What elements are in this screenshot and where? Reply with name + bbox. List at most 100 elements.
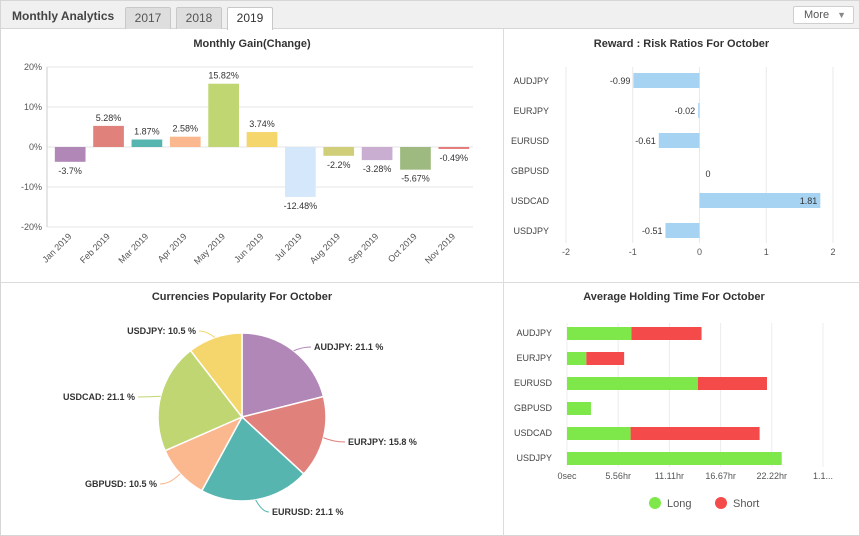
more-button-label: More	[804, 9, 830, 21]
tab-2018[interactable]: 2018	[176, 7, 222, 29]
horizontal-divider	[1, 282, 859, 283]
rr-data-label: -0.02	[675, 106, 696, 116]
pie-connector	[293, 346, 312, 352]
tab-2017[interactable]: 2017	[125, 7, 171, 29]
gain-xtick-label: Jan 2019	[40, 231, 73, 264]
rr-xtick-label: 2	[830, 247, 835, 257]
gain-bar	[54, 147, 86, 162]
gain-data-label: 1.87%	[134, 127, 160, 137]
rr-xtick-label: -1	[629, 247, 637, 257]
rr-data-label: -0.51	[642, 226, 663, 236]
rr-category-label: GBPUSD	[511, 166, 550, 176]
gain-bar	[323, 147, 355, 156]
gain-bar	[400, 147, 431, 170]
legend-long-dot[interactable]	[649, 497, 661, 509]
hold-long-bar	[567, 402, 591, 415]
gain-xtick-label: Jun 2019	[232, 231, 265, 264]
legend-short-dot[interactable]	[715, 497, 727, 509]
gain-bar	[131, 139, 163, 147]
rr-data-label: 1.81	[800, 196, 818, 206]
gain-bar	[93, 125, 124, 147]
gain-data-label: -12.48%	[284, 201, 318, 211]
pie-slice-label: AUDJPY: 21.1 %	[314, 342, 383, 352]
gain-data-label: -3.28%	[363, 164, 392, 174]
rr-data-label: -0.99	[610, 76, 631, 86]
rr-data-label: -0.61	[635, 136, 656, 146]
gain-bar	[361, 147, 393, 161]
monthly-gain-title: Monthly Gain(Change)	[193, 38, 311, 50]
gain-xtick-label: Nov 2019	[423, 231, 457, 265]
hold-category-label: USDJPY	[516, 453, 552, 463]
gain-ytick-label: -20%	[21, 222, 42, 232]
gain-ytick-label: 0%	[29, 142, 42, 152]
widget-title: Monthly Analytics	[12, 9, 115, 23]
hold-long-bar	[567, 427, 631, 440]
gain-data-label: 15.82%	[208, 71, 239, 81]
pie-slice	[200, 415, 305, 502]
hold-long-bar	[567, 377, 698, 390]
hold-category-label: GBPUSD	[514, 403, 553, 413]
tab-2019[interactable]: 2019	[227, 7, 273, 30]
hold-long-bar	[567, 327, 632, 340]
gain-ytick-label: -10%	[21, 182, 42, 192]
hold-category-label: EURUSD	[514, 378, 553, 388]
hold-long-bar	[567, 452, 782, 465]
hold-category-label: AUDJPY	[516, 328, 552, 338]
rr-category-label: AUDJPY	[513, 76, 549, 86]
rr-xtick-label: -2	[562, 247, 570, 257]
legend-short-label[interactable]: Short	[733, 498, 760, 510]
gain-xtick-label: Mar 2019	[116, 231, 150, 265]
gain-bar	[246, 132, 278, 147]
legend-long-label[interactable]: Long	[667, 498, 692, 510]
gain-data-label: -2.2%	[327, 160, 351, 170]
pie-connector	[255, 499, 270, 513]
hold-xtick-label: 1.1...	[813, 471, 833, 481]
hold-short-bar	[630, 427, 760, 440]
rr-bar	[698, 103, 700, 118]
hold-xtick-label: 0sec	[557, 471, 577, 481]
pie-slice	[157, 349, 244, 452]
rr-bar	[665, 223, 700, 238]
header-bar: Monthly Analytics 2017 2018 2019 More ▼	[1, 1, 859, 30]
hold-short-bar	[697, 377, 767, 390]
hold-xtick-label: 5.56hr	[605, 471, 631, 481]
pie-slice	[240, 395, 327, 476]
hold-short-bar	[631, 327, 702, 340]
rr-data-label: 0	[706, 169, 711, 179]
rr-category-label: USDJPY	[513, 226, 549, 236]
more-button[interactable]: More ▼	[793, 6, 854, 24]
gain-xtick-label: May 2019	[192, 231, 227, 266]
rr-bar	[633, 73, 700, 88]
pie-connector	[159, 473, 181, 485]
gain-bar	[285, 147, 316, 197]
rr-category-label: EURJPY	[513, 106, 549, 116]
gain-data-label: -5.67%	[401, 174, 430, 184]
pie-slice	[241, 332, 325, 418]
gain-xtick-label: Oct 2019	[386, 231, 419, 264]
gain-xtick-label: Feb 2019	[78, 231, 112, 265]
gain-ytick-label: 20%	[24, 62, 42, 72]
hold-xtick-label: 11.11hr	[655, 471, 684, 481]
rr-xtick-label: 1	[764, 247, 769, 257]
gain-data-label: 2.58%	[173, 124, 199, 134]
pie-slice	[189, 332, 243, 420]
rr-category-label: EURUSD	[511, 136, 550, 146]
gain-data-label: -0.49%	[440, 153, 469, 163]
pie-slice-label: USDCAD: 21.1 %	[63, 392, 135, 402]
hold-short-bar	[586, 352, 625, 365]
pie-slice-label: EURUSD: 21.1 %	[272, 507, 344, 517]
chevron-down-icon: ▼	[837, 10, 846, 20]
reward-risk-title: Reward : Risk Ratios For October	[593, 38, 770, 50]
rr-bar	[658, 133, 700, 148]
hold-xtick-label: 22.22hr	[757, 471, 788, 481]
gain-bar	[208, 83, 239, 147]
pie-slice-label: EURJPY: 15.8 %	[348, 437, 417, 447]
gain-bar	[169, 136, 201, 147]
gain-xtick-label: Aug 2019	[308, 231, 342, 265]
rr-category-label: USDCAD	[511, 196, 550, 206]
hold-xtick-label: 16.67hr	[705, 471, 736, 481]
pie-connector	[137, 395, 161, 398]
hold-category-label: EURJPY	[516, 353, 552, 363]
